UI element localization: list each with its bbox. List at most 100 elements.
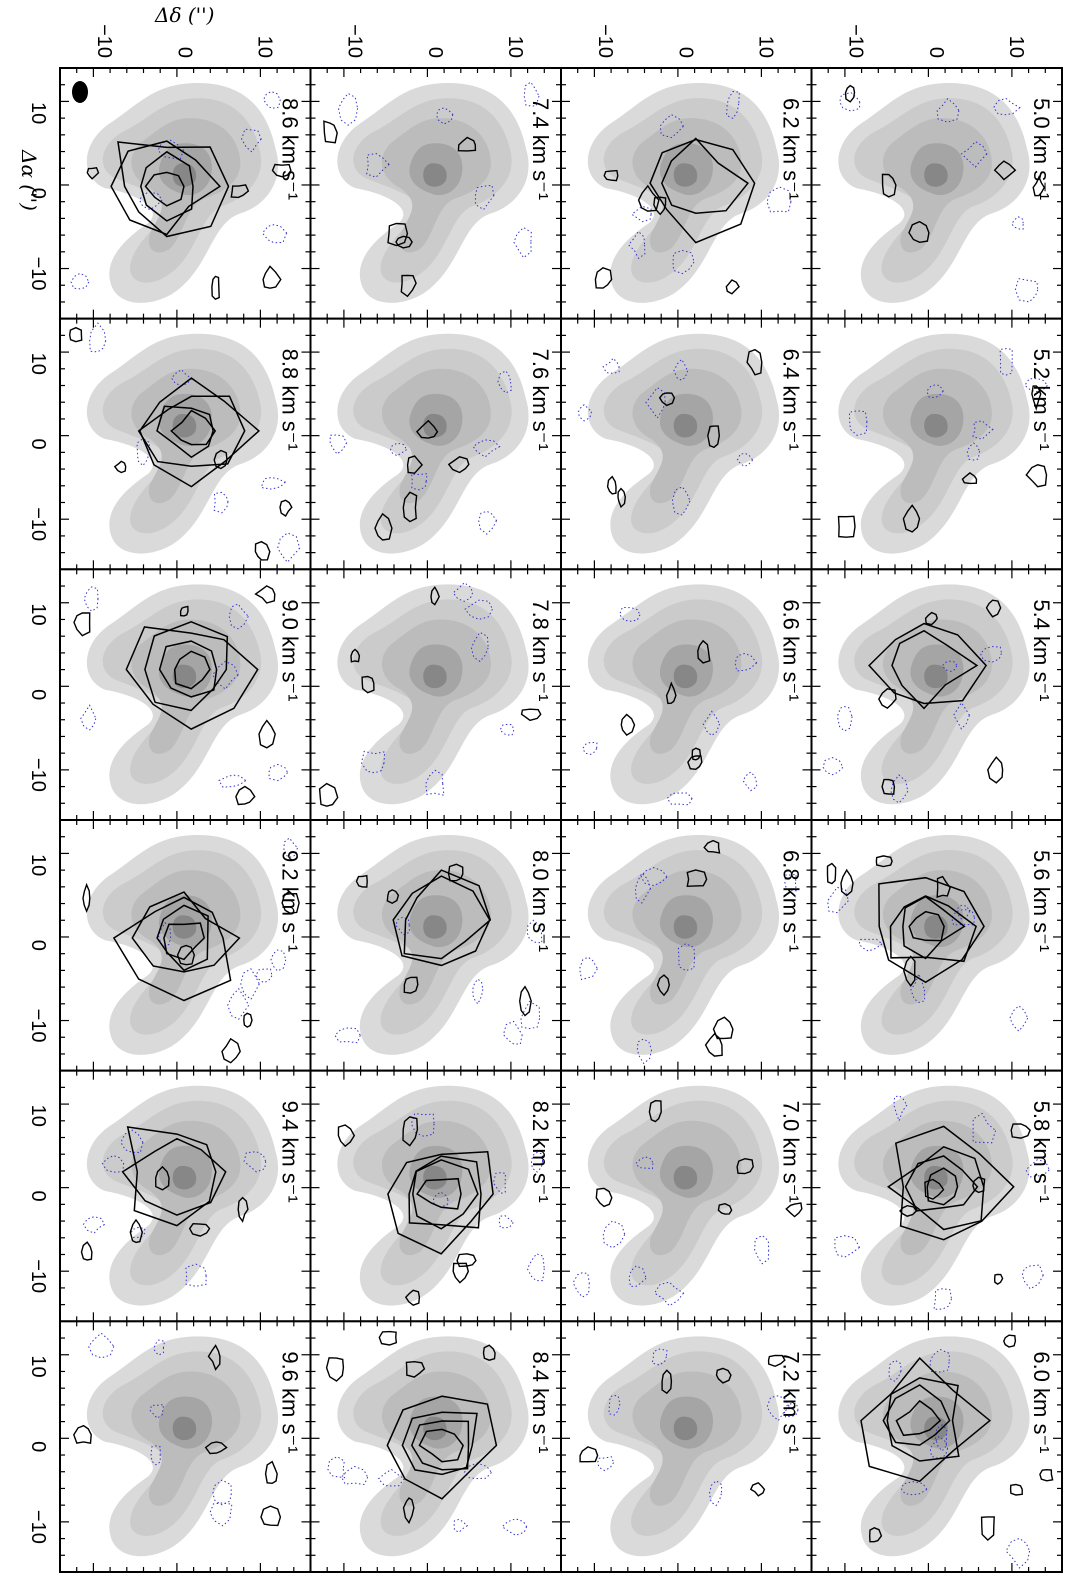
negative-contour — [436, 107, 454, 125]
negative-contour — [492, 1172, 506, 1194]
noise-contour — [80, 1241, 93, 1261]
negative-contour — [1024, 378, 1049, 393]
noise-contour — [237, 1196, 249, 1223]
noise-contour — [260, 1505, 282, 1527]
panel-ticks — [60, 1070, 311, 1322]
negative-contour — [582, 741, 598, 755]
noise-contour — [594, 267, 613, 289]
greyscale-level — [423, 664, 447, 689]
greyscale-level — [172, 1165, 197, 1190]
noise-contour — [707, 425, 721, 449]
velocity-label: 5.2 km s⁻¹ — [1029, 349, 1054, 451]
negative-contour — [499, 723, 515, 736]
noise-contour — [875, 855, 893, 868]
panel-ticks — [310, 569, 561, 820]
greyscale-level — [673, 1416, 698, 1441]
negative-contour — [185, 1263, 207, 1287]
emission-contour — [895, 1399, 942, 1437]
velocity-label: 7.0 km s⁻¹ — [779, 1101, 804, 1203]
negative-contour — [673, 358, 689, 381]
noise-contour — [617, 487, 627, 509]
noise-contour — [415, 419, 439, 439]
noise-contour — [712, 1016, 734, 1040]
dec-tick-label: 0 — [925, 47, 947, 58]
negative-contour — [498, 1215, 514, 1229]
negative-contour — [736, 452, 754, 467]
emission-contour — [412, 1159, 479, 1230]
dec-tick-label: −10 — [594, 24, 616, 58]
noise-contour — [452, 1262, 470, 1284]
dec-tick-label: 10 — [1005, 36, 1027, 58]
panel-ticks — [811, 68, 1062, 319]
panel-grid: 8.6 km s⁻¹ 8.8 km s⁻¹ 9.0 km s⁻¹ 9.2 km s⁻¹… — [59, 67, 1063, 1574]
negative-contour — [834, 1235, 861, 1258]
negative-contour — [470, 631, 489, 663]
emission-contour — [926, 1167, 959, 1206]
emission-contour — [173, 650, 211, 690]
negative-contour — [972, 1112, 997, 1144]
panel-frame — [810, 1320, 1063, 1574]
channel-panel: 7.2 km s⁻¹ — [560, 1320, 813, 1574]
velocity-label: 5.6 km s⁻¹ — [1029, 850, 1054, 952]
negative-contour — [478, 510, 498, 535]
noise-contour — [924, 611, 938, 626]
negative-contour — [501, 1518, 528, 1536]
emission-contour — [878, 876, 985, 984]
noise-contour — [902, 504, 921, 533]
emission-contour — [886, 1377, 960, 1462]
velocity-label: 9.0 km s⁻¹ — [278, 599, 303, 701]
noise-contour — [877, 688, 897, 709]
channel-panel: 9.2 km s⁻¹ — [59, 819, 312, 1072]
velocity-label: 8.4 km s⁻¹ — [528, 1351, 553, 1453]
noise-contour — [221, 1037, 241, 1064]
noise-contour — [620, 713, 636, 737]
noise-contour — [154, 1165, 170, 1191]
noise-contour — [213, 449, 228, 470]
negative-contour — [211, 660, 239, 690]
channel-panel: 8.4 km s⁻¹ — [309, 1320, 562, 1574]
emission-contour — [144, 620, 229, 712]
noise-contour — [403, 976, 419, 994]
noise-contour — [595, 1187, 613, 1208]
panel-ticks — [811, 1070, 1062, 1322]
noise-contour — [325, 1357, 345, 1382]
noise-contour — [648, 1099, 662, 1123]
negative-contour — [89, 322, 107, 353]
negative-contour — [377, 1468, 405, 1487]
emission-contour — [163, 922, 206, 961]
dec-tick-label: −10 — [93, 24, 115, 58]
noise-contour — [447, 863, 464, 882]
noise-contour — [337, 1124, 356, 1148]
emission-contour — [868, 622, 988, 705]
noise-contour — [262, 265, 282, 289]
negative-contour — [474, 184, 495, 211]
emission-contour — [889, 895, 977, 963]
ra-tick-label: 0 — [27, 689, 49, 700]
emission-contour — [156, 405, 214, 459]
greyscale-level — [924, 413, 948, 438]
channel-panel: 7.8 km s⁻¹ — [309, 568, 562, 821]
dec-tick-label: −10 — [344, 24, 366, 58]
noise-contour — [656, 974, 671, 997]
negative-contour — [677, 943, 696, 972]
noise-contour — [785, 1202, 803, 1218]
channel-panel: 9.0 km s⁻¹ — [59, 568, 312, 821]
emission-contour — [860, 1356, 992, 1483]
channel-panel: 5.4 km s⁻¹ — [810, 568, 1063, 821]
noise-contour — [725, 279, 740, 295]
negative-contour — [261, 224, 288, 244]
negative-contour — [602, 1220, 626, 1249]
emission-contour — [170, 409, 217, 446]
channel-panel: 8.6 km s⁻¹ — [59, 67, 312, 320]
noise-contour — [993, 1273, 1004, 1285]
noise-contour — [482, 1344, 496, 1361]
velocity-label: 8.2 km s⁻¹ — [528, 1101, 553, 1203]
emission-contour — [110, 140, 222, 236]
negative-contour — [645, 386, 666, 420]
emission-contour — [131, 891, 241, 973]
negative-contour — [150, 1445, 161, 1466]
channel-panel: 5.8 km s⁻¹ — [810, 1069, 1063, 1323]
velocity-label: 9.2 km s⁻¹ — [278, 850, 303, 952]
greyscale-level — [673, 915, 698, 939]
velocity-label: 8.0 km s⁻¹ — [528, 850, 553, 952]
